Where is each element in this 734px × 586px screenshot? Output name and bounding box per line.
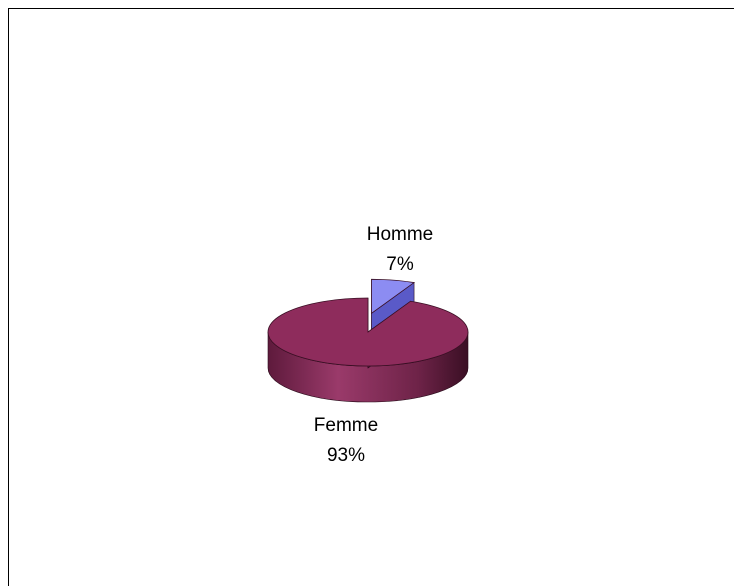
chart-frame	[8, 8, 734, 586]
slice-label-femme-name: Femme	[314, 415, 378, 436]
slice-homme	[371, 278, 416, 315]
slice-label-homme-name: Homme	[367, 224, 434, 245]
slice-label-femme-value: 93%	[327, 445, 365, 466]
slice-femme	[267, 297, 469, 367]
slice-label-homme-value: 7%	[386, 254, 414, 275]
